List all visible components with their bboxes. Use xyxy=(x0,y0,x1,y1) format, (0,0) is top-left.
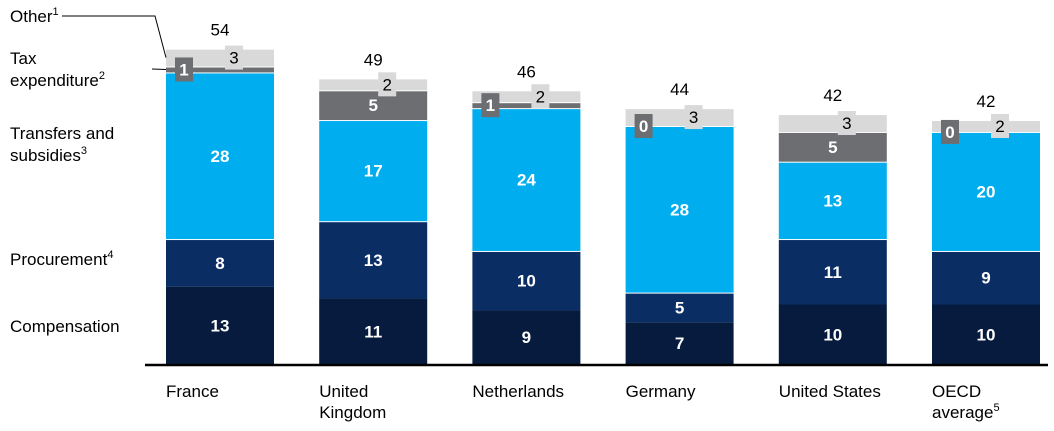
segment-label-compensation-oecd-average: 10 xyxy=(977,325,996,344)
bar-group-oecd-average xyxy=(932,121,1040,364)
segment-label-procurement-oecd-average: 9 xyxy=(981,269,990,288)
total-label-united-kingdom: 49 xyxy=(364,50,383,69)
legend-label-transfers-and-subsidies: Transfers and subsidies3 xyxy=(10,124,114,165)
bar-segment-compensation-germany xyxy=(625,322,734,364)
bar-segment-tax-expenditure-united-kingdom xyxy=(319,91,428,121)
bar-segment-transfers-and-subsidies-united-states xyxy=(778,162,887,240)
segment-callout-other-netherlands xyxy=(531,84,550,109)
category-label-france: France xyxy=(166,382,219,401)
legend-label-compensation: Compensation xyxy=(10,317,120,336)
segment-label-transfers-and-subsidies-germany: 28 xyxy=(670,200,689,219)
segment-label-other-germany: 3 xyxy=(689,108,698,127)
segment-label-tax-expenditure-united-states: 5 xyxy=(828,138,837,157)
bar-segment-transfers-and-subsidies-france xyxy=(166,73,274,240)
segment-label-transfers-and-subsidies-netherlands: 24 xyxy=(517,171,536,190)
bar-segment-tax-expenditure-united-states xyxy=(778,132,887,162)
bar-segment-other-united-kingdom xyxy=(319,79,428,91)
segment-label-compensation-germany: 7 xyxy=(675,334,684,353)
bar-segment-transfers-and-subsidies-united-kingdom xyxy=(319,121,428,222)
segment-callout-tax-expenditure-netherlands xyxy=(481,93,500,118)
segment-label-compensation-netherlands: 9 xyxy=(522,328,531,347)
bar-segment-procurement-united-kingdom xyxy=(319,222,428,299)
segment-callout-tax-expenditure-oecd-average xyxy=(941,119,959,144)
segment-label-tax-expenditure-united-kingdom: 5 xyxy=(368,96,377,115)
segment-label-transfers-and-subsidies-oecd-average: 20 xyxy=(977,182,996,201)
total-label-germany: 44 xyxy=(670,80,689,99)
segment-label-procurement-netherlands: 10 xyxy=(517,272,536,291)
category-label-united-kingdom: United Kingdom xyxy=(319,382,386,422)
segment-label-tax-expenditure-france: 1 xyxy=(179,60,188,79)
category-label-oecd-average: OECD average5 xyxy=(932,382,1000,422)
segment-label-other-netherlands: 2 xyxy=(536,87,545,106)
segment-label-compensation-united-kingdom: 11 xyxy=(364,322,382,341)
segment-label-other-france: 3 xyxy=(229,49,238,68)
bar-segment-compensation-netherlands xyxy=(472,310,581,364)
bar-segment-procurement-united-states xyxy=(778,240,887,305)
segment-callout-other-united-states xyxy=(837,111,856,136)
bars-layer xyxy=(166,49,1040,364)
category-label-united-states: United States xyxy=(779,382,881,401)
bar-group-united-kingdom xyxy=(319,79,428,364)
segment-callout-other-germany xyxy=(684,105,703,130)
bar-group-netherlands xyxy=(472,91,581,364)
bar-segment-compensation-united-kingdom xyxy=(319,298,428,364)
segment-label-procurement-france: 8 xyxy=(215,254,224,273)
bar-segment-other-oecd-average xyxy=(932,121,1040,132)
segment-label-transfers-and-subsidies-united-kingdom: 17 xyxy=(364,162,383,181)
bar-segment-other-netherlands xyxy=(472,91,581,103)
total-label-netherlands: 46 xyxy=(517,62,536,81)
bar-segment-tax-expenditure-france xyxy=(166,67,274,73)
bar-segment-procurement-netherlands xyxy=(472,251,581,311)
segment-label-procurement-united-states: 11 xyxy=(824,263,842,282)
leader-line-other xyxy=(62,15,167,58)
legend-label-other: Other1 xyxy=(10,6,59,26)
segment-label-tax-expenditure-germany: 0 xyxy=(639,117,648,136)
segment-label-procurement-united-kingdom: 13 xyxy=(364,251,383,270)
segment-label-other-united-states: 3 xyxy=(842,114,851,133)
total-label-oecd-average: 42 xyxy=(977,92,996,111)
segment-label-transfers-and-subsidies-france: 28 xyxy=(211,147,230,166)
segment-callout-tax-expenditure-france xyxy=(175,57,193,82)
bar-segment-compensation-oecd-average xyxy=(932,304,1040,364)
category-label-netherlands: Netherlands xyxy=(472,382,564,401)
segment-label-compensation-france: 13 xyxy=(211,316,230,335)
legend-label-tax-expenditure: Tax expenditure2 xyxy=(10,49,105,90)
segment-callout-other-france xyxy=(225,45,243,70)
bar-segment-transfers-and-subsidies-oecd-average xyxy=(932,132,1040,251)
segment-callout-other-oecd-average xyxy=(991,114,1009,138)
segment-label-tax-expenditure-oecd-average: 0 xyxy=(945,123,954,142)
bar-group-france xyxy=(166,49,274,364)
legend: Other1 Tax expenditure2 Transfers and subsid… xyxy=(10,6,167,336)
bar-group-germany xyxy=(625,109,734,364)
segment-label-tax-expenditure-netherlands: 1 xyxy=(486,96,495,115)
bar-segment-compensation-france xyxy=(166,286,274,364)
bar-segment-transfers-and-subsidies-germany xyxy=(625,127,734,293)
segment-label-other-oecd-average: 2 xyxy=(995,117,1004,136)
total-label-france: 54 xyxy=(211,21,230,40)
bar-segment-procurement-germany xyxy=(625,293,734,323)
bar-group-united-states xyxy=(778,115,887,364)
segment-label-procurement-germany: 5 xyxy=(675,298,684,317)
segment-label-other-united-kingdom: 2 xyxy=(382,75,391,94)
bar-segment-compensation-united-states xyxy=(778,304,887,364)
segment-label-compensation-united-states: 10 xyxy=(823,325,842,344)
legend-label-procurement: Procurement4 xyxy=(10,249,113,269)
bar-segment-procurement-france xyxy=(166,240,274,287)
x-axis: France United Kingdom Netherlands Germany Uni… xyxy=(145,363,1048,422)
total-label-united-states: 42 xyxy=(823,86,842,105)
bar-segment-other-united-states xyxy=(778,115,887,132)
bar-segment-tax-expenditure-netherlands xyxy=(472,103,581,109)
bar-segment-transfers-and-subsidies-netherlands xyxy=(472,109,581,251)
segment-callout-tax-expenditure-germany xyxy=(634,114,653,138)
segment-callout-other-united-kingdom xyxy=(378,72,397,97)
bar-segment-procurement-oecd-average xyxy=(932,251,1040,305)
category-label-germany: Germany xyxy=(626,382,696,401)
segment-label-transfers-and-subsidies-united-states: 13 xyxy=(823,191,842,210)
